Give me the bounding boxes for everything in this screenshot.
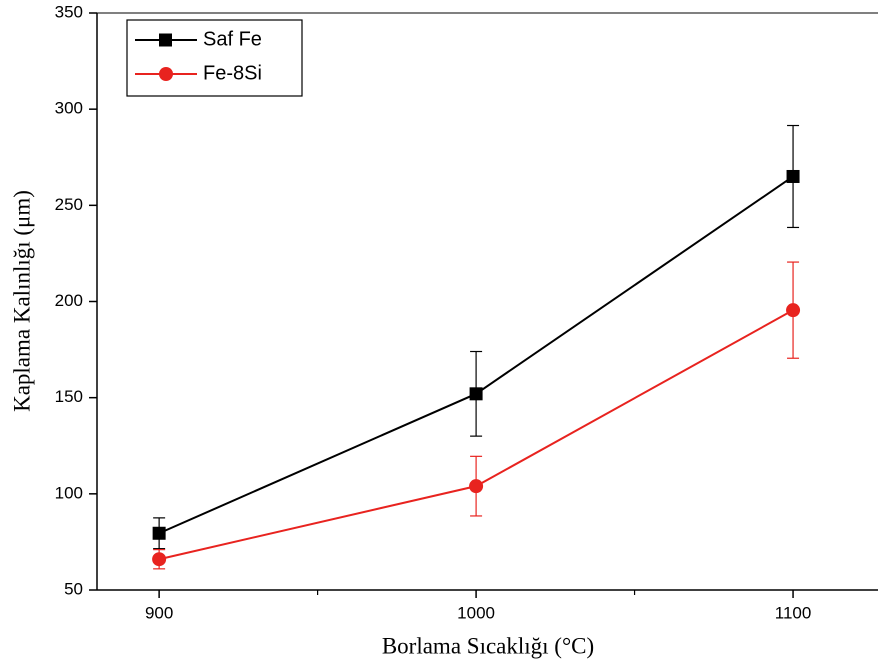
x-tick-label: 900 xyxy=(145,603,173,622)
y-tick-label: 50 xyxy=(64,579,83,598)
y-tick-label: 100 xyxy=(55,483,83,502)
marker xyxy=(469,479,484,494)
marker xyxy=(469,387,483,401)
marker xyxy=(152,526,166,540)
y-tick-label: 300 xyxy=(55,99,83,118)
legend-box xyxy=(126,19,303,97)
y-tick-label: 150 xyxy=(55,387,83,406)
legend-label: Saf Fe xyxy=(203,28,262,50)
legend-marker xyxy=(159,67,173,81)
marker xyxy=(786,169,800,183)
legend-label: Fe-8Si xyxy=(203,62,262,84)
x-axis-label: Borlama Sıcaklığı (°C) xyxy=(382,633,594,658)
y-tick-label: 350 xyxy=(55,2,83,21)
y-axis-label: Kaplama Kalınlığı (μm) xyxy=(9,190,34,412)
x-tick-label: 1100 xyxy=(775,603,812,622)
marker xyxy=(152,552,167,567)
y-tick-label: 200 xyxy=(55,291,83,310)
y-tick-label: 250 xyxy=(55,195,83,214)
x-tick-label: 1000 xyxy=(457,603,495,622)
legend-marker xyxy=(159,33,172,47)
marker xyxy=(786,303,801,318)
